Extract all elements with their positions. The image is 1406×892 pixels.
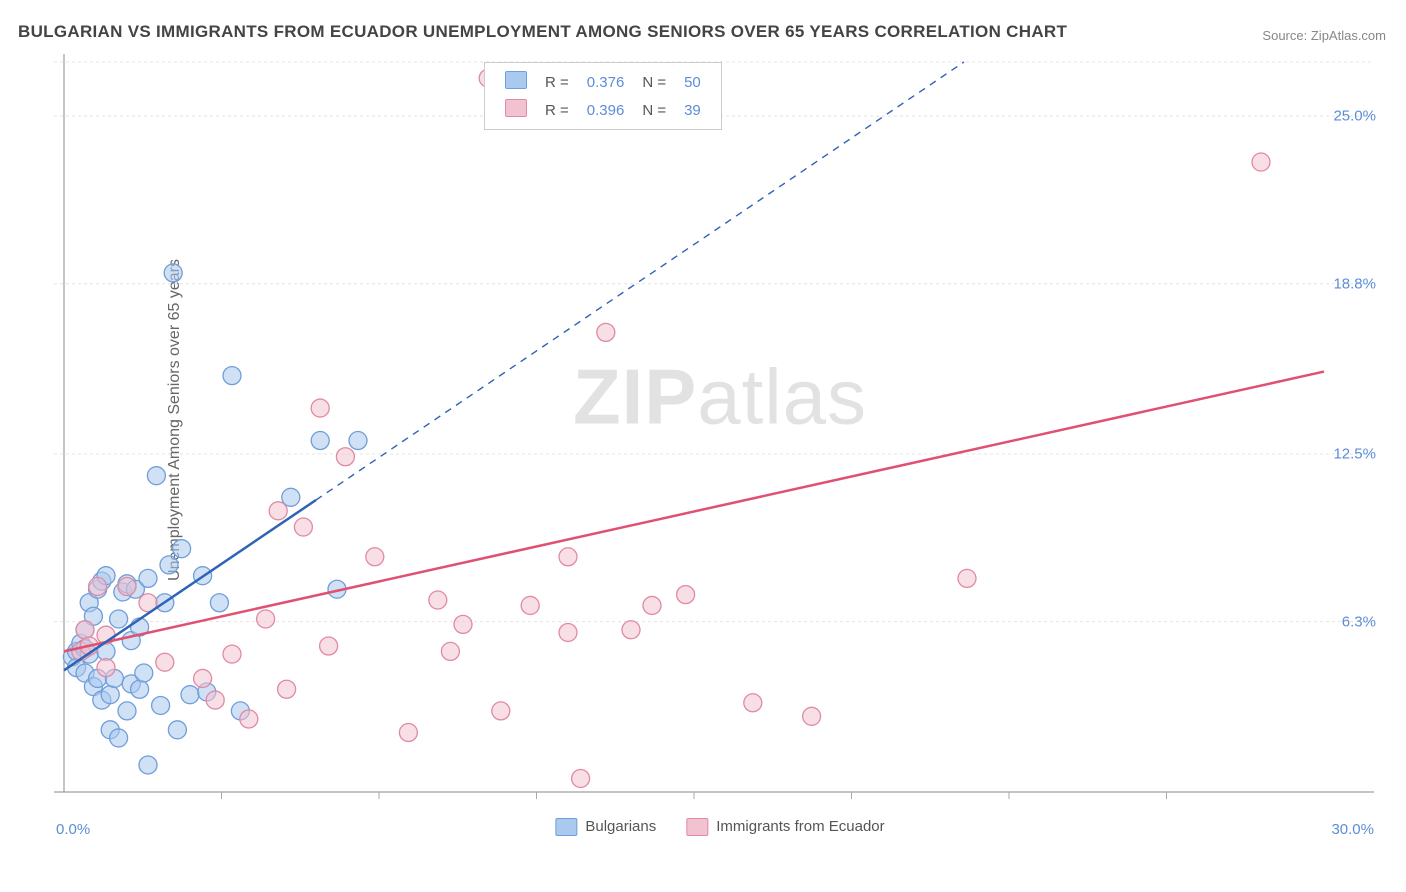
correlation-legend-box: R =0.376N =50R =0.396N =39 bbox=[484, 62, 722, 130]
n-value: 50 bbox=[676, 69, 709, 95]
n-label: N = bbox=[634, 69, 674, 95]
legend-swatch bbox=[505, 71, 527, 89]
x-axis-max-label: 30.0% bbox=[1331, 821, 1374, 838]
legend-item: Bulgarians bbox=[555, 818, 656, 836]
legend-swatch bbox=[505, 99, 527, 117]
legend-swatch bbox=[555, 818, 577, 836]
legend-swatch bbox=[686, 818, 708, 836]
legend-label: Bulgarians bbox=[585, 818, 656, 835]
source-label: Source: bbox=[1262, 28, 1307, 43]
y-tick-label: 12.5% bbox=[1333, 446, 1376, 463]
n-value: 39 bbox=[676, 97, 709, 123]
y-tick-label: 18.8% bbox=[1333, 275, 1376, 292]
legend-label: Immigrants from Ecuador bbox=[716, 818, 884, 835]
y-tick-label: 25.0% bbox=[1333, 108, 1376, 125]
y-tick-label: 6.3% bbox=[1342, 613, 1376, 630]
scatter-plot-svg bbox=[54, 54, 1384, 844]
r-value: 0.396 bbox=[579, 97, 633, 123]
r-value: 0.376 bbox=[579, 69, 633, 95]
legend-bottom: Bulgarians Immigrants from Ecuador bbox=[555, 818, 884, 836]
source-attribution: Source: ZipAtlas.com bbox=[1262, 28, 1386, 43]
x-axis-min-label: 0.0% bbox=[56, 821, 90, 838]
chart-title: BULGARIAN VS IMMIGRANTS FROM ECUADOR UNE… bbox=[18, 22, 1067, 42]
correlation-row: R =0.376N =50 bbox=[497, 69, 709, 95]
legend-item: Immigrants from Ecuador bbox=[686, 818, 884, 836]
n-label: N = bbox=[634, 97, 674, 123]
r-label: R = bbox=[537, 97, 577, 123]
chart-area: ZIPatlas 6.3%12.5%18.8%25.0% 0.0% 30.0% … bbox=[54, 54, 1386, 834]
r-label: R = bbox=[537, 69, 577, 95]
source-value: ZipAtlas.com bbox=[1311, 28, 1386, 43]
correlation-row: R =0.396N =39 bbox=[497, 97, 709, 123]
